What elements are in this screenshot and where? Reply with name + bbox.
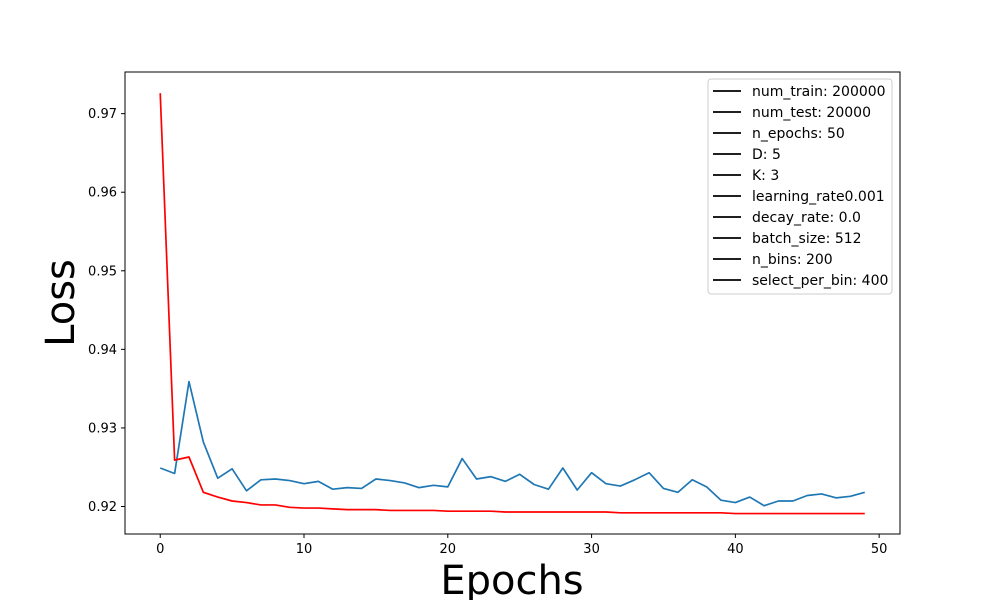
y-tick-label: 0.97 [88,107,117,122]
legend-entry-label: learning_rate0.001 [752,189,885,205]
x-axis-ticks: 0 10 20 30 40 50 [156,534,887,557]
legend-entry-label: num_train: 200000 [752,84,886,100]
y-tick-label: 0.92 [88,500,117,515]
legend-entry-label: n_bins: 200 [752,252,833,268]
y-tick-label: 0.96 [88,186,117,201]
x-tick-label: 40 [727,542,744,557]
series-layer [159,93,865,515]
x-axis-label: Epochs [440,558,583,600]
x-tick-label: 0 [156,542,164,557]
y-tick-label: 0.95 [88,264,117,279]
series-line-1 [159,380,865,507]
y-axis-label: Loss [38,259,84,347]
y-tick-label: 0.94 [88,343,117,358]
x-tick-label: 30 [583,542,600,557]
legend-entry-label: select_per_bin: 400 [752,273,888,289]
y-axis-ticks: 0.92 0.93 0.94 0.95 0.96 0.97 [88,107,125,515]
legend-entry-label: n_epochs: 50 [752,126,845,142]
legend-entry-label: decay_rate: 0.0 [752,210,861,226]
series-line-2 [159,93,865,515]
legend-frame [707,78,893,295]
legend-entry-label: batch_size: 512 [752,231,862,247]
legend: num_train: 200000 num_test: 20000 n_epochs… [707,78,893,295]
legend-entries: num_train: 200000 num_test: 20000 n_epochs… [713,84,888,289]
legend-entry-label: num_test: 20000 [752,105,871,121]
legend-entry-label: D: 5 [752,147,781,163]
legend-entry-label: K: 3 [752,168,779,184]
x-tick-label: 10 [296,542,313,557]
x-tick-label: 20 [440,542,457,557]
x-tick-label: 50 [871,542,888,557]
y-tick-label: 0.93 [88,421,117,436]
